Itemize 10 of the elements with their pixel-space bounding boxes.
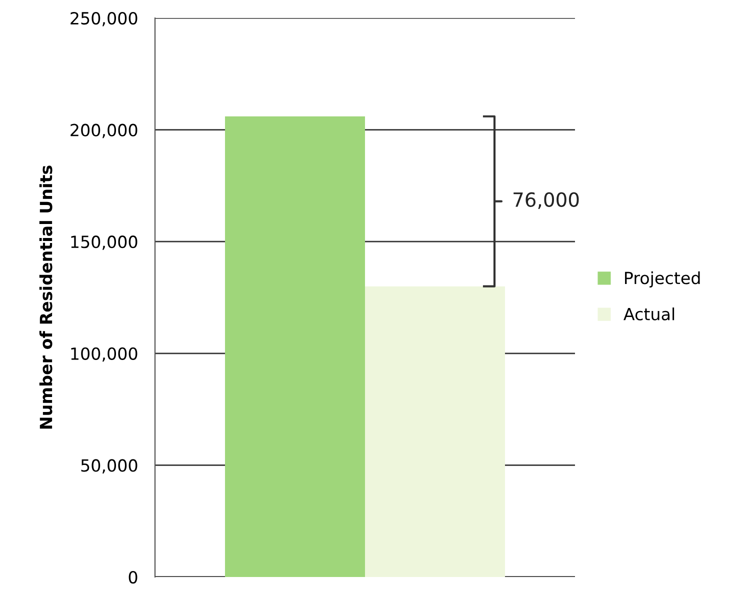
y-tick-label: 200,000 — [70, 124, 138, 138]
legend-label: Projected — [625, 271, 700, 288]
annotation: 76,000 — [514, 192, 579, 209]
y-tick-label: 150,000 — [71, 236, 138, 250]
y-tick-label: 0 — [128, 570, 138, 584]
y-axis-title: Number of Residential Units — [39, 166, 52, 429]
y-tick-label: 250,000 — [70, 12, 138, 26]
y-tick-label: 100,000 — [71, 347, 138, 362]
legend-label: Actual — [624, 308, 674, 320]
y-tick-label: 50,000 — [81, 459, 138, 474]
